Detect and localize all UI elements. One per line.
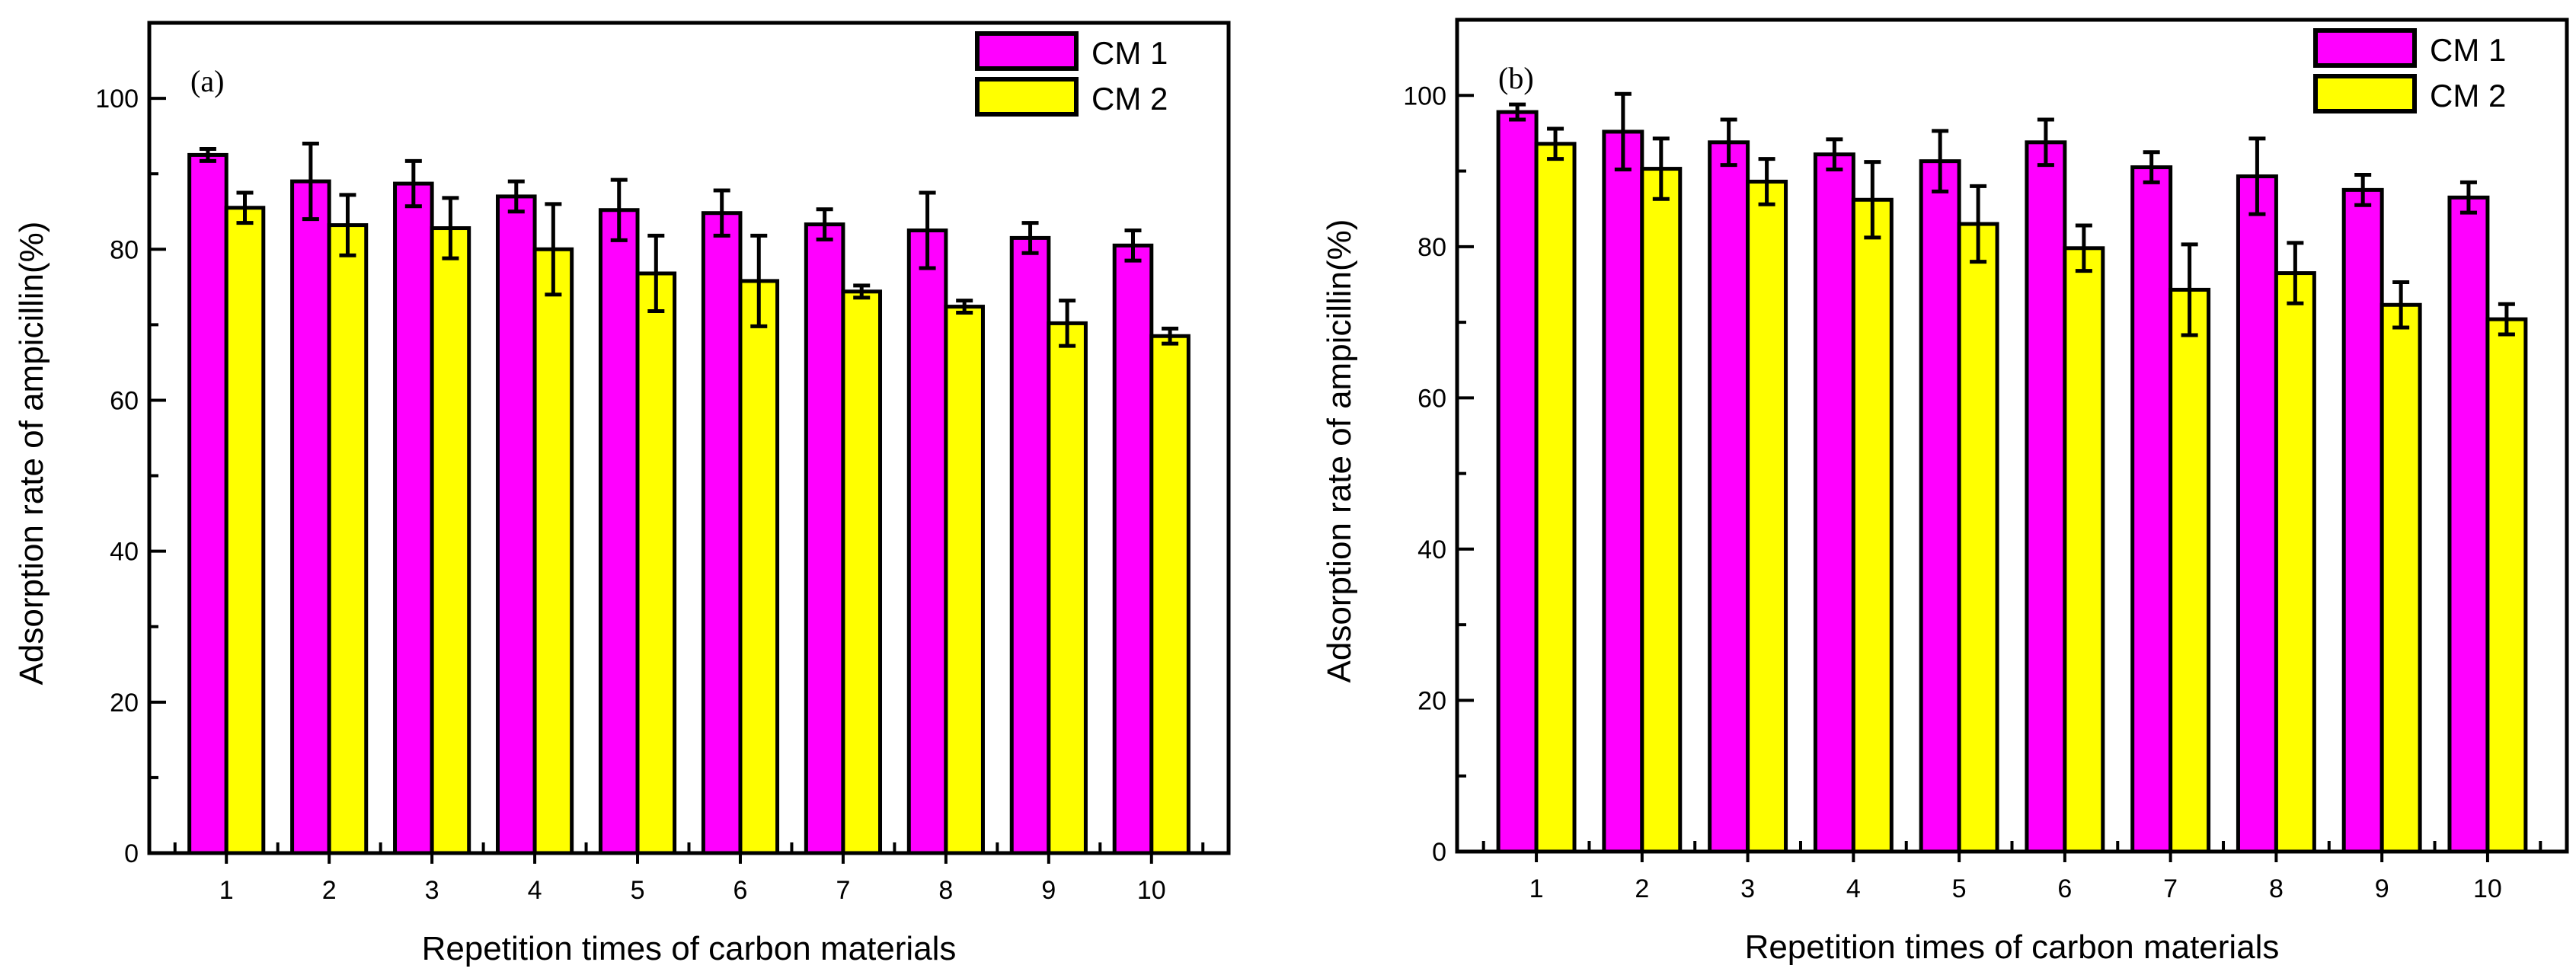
x-tick-label: 5 — [1952, 874, 1967, 903]
bar-cm2-2 — [1640, 167, 1683, 854]
bar-cm1-1 — [1496, 110, 1539, 854]
panel-label: (a) — [190, 64, 224, 98]
legend-label-2: CM 2 — [1091, 81, 1168, 117]
bar-cm1-3 — [393, 181, 434, 855]
bar-cm1-2 — [290, 179, 331, 855]
x-tick-label: 9 — [1041, 876, 1056, 905]
y-tick-label: 40 — [110, 538, 139, 567]
bar-cm2-1 — [1534, 142, 1577, 854]
x-tick-label: 2 — [322, 876, 337, 905]
bar-cm1-1 — [187, 152, 229, 855]
bar-cm2-6 — [738, 279, 780, 855]
x-tick-label: 10 — [1137, 876, 1166, 905]
panel-label: (b) — [1498, 61, 1534, 95]
bar-cm2-5 — [1957, 222, 1999, 854]
y-tick-label: 80 — [110, 235, 139, 264]
x-tick-label: 3 — [1740, 874, 1755, 903]
x-tick-label: 3 — [425, 876, 439, 905]
bar-cm1-9 — [2341, 187, 2384, 854]
x-tick-label: 5 — [631, 876, 645, 905]
x-tick-label: 1 — [219, 876, 234, 905]
bar-cm2-6 — [2063, 246, 2105, 854]
legend-label-1: CM 1 — [1091, 35, 1168, 71]
bar-cm1-7 — [2130, 165, 2173, 854]
x-tick-label: 8 — [938, 876, 953, 905]
legend-label-2: CM 2 — [2430, 78, 2506, 113]
y-tick-label: 100 — [95, 85, 139, 113]
bar-cm1-4 — [495, 194, 537, 855]
bar-cm1-2 — [1602, 129, 1644, 854]
y-tick-label: 40 — [1417, 535, 1446, 564]
bar-cm2-9 — [1047, 321, 1088, 855]
y-axis-label: Adsorption rate of ampicillin(%) — [1321, 219, 1358, 683]
bar-cm2-1 — [224, 206, 266, 855]
bar-cm2-3 — [430, 226, 471, 855]
bar-cm1-7 — [804, 222, 845, 855]
bar-cm1-8 — [2236, 174, 2278, 854]
bar-cm2-7 — [841, 289, 883, 855]
y-axis-label: Adsorption rate of ampicillin(%) — [13, 222, 50, 686]
bar-cm2-4 — [532, 247, 574, 855]
x-tick-label: 4 — [1846, 874, 1861, 903]
bar-cm2-10 — [2485, 317, 2528, 854]
y-tick-label: 20 — [1417, 686, 1446, 715]
x-tick-label: 8 — [2269, 874, 2284, 903]
x-tick-label: 2 — [1635, 874, 1649, 903]
bar-cm1-10 — [2447, 195, 2490, 854]
bar-cm1-5 — [1919, 159, 1961, 854]
bar-cm1-6 — [701, 211, 743, 855]
bar-cm2-7 — [2169, 287, 2211, 854]
x-tick-label: 7 — [2163, 874, 2178, 903]
y-tick-label: 80 — [1417, 233, 1446, 262]
x-tick-label: 4 — [528, 876, 542, 905]
legend-swatch-1 — [975, 31, 1079, 71]
bar-cm2-10 — [1149, 334, 1191, 855]
x-axis-label: Repetition times of carbon materials — [422, 930, 957, 967]
bar-cm1-4 — [1813, 152, 1855, 854]
legend-swatch-1 — [2313, 28, 2417, 68]
bar-cm2-4 — [1851, 197, 1894, 854]
bar-cm2-8 — [944, 305, 985, 855]
legend-swatch-2 — [2313, 74, 2417, 113]
y-tick-label: 60 — [1417, 384, 1446, 413]
x-tick-label: 10 — [2473, 874, 2502, 903]
bar-cm1-6 — [2025, 140, 2067, 854]
bar-cm2-8 — [2274, 271, 2316, 854]
bar-cm2-5 — [635, 271, 677, 855]
bar-cm2-9 — [2379, 302, 2422, 854]
y-tick-label: 0 — [1432, 838, 1446, 867]
bar-cm2-2 — [327, 223, 369, 855]
y-tick-label: 60 — [110, 386, 139, 415]
bar-cm1-3 — [1708, 140, 1750, 854]
x-tick-label: 6 — [2057, 874, 2072, 903]
x-tick-label: 1 — [1529, 874, 1544, 903]
chart-panel-b: 0 20 40 60 80 100 1 2 3 4 5 6 7 8 9 10 Repetition times … — [1321, 18, 2569, 966]
y-tick-label: 100 — [1403, 82, 1446, 110]
bar-cm1-5 — [598, 208, 640, 855]
bar-cm1-9 — [1009, 235, 1051, 855]
y-tick-label: 0 — [124, 839, 139, 868]
x-tick-label: 9 — [2375, 874, 2389, 903]
bar-cm1-8 — [906, 229, 948, 855]
y-tick-label: 20 — [110, 689, 139, 718]
bar-cm1-10 — [1112, 243, 1154, 855]
x-tick-label: 7 — [836, 876, 850, 905]
legend-label-1: CM 1 — [2430, 32, 2506, 68]
bar-cm2-3 — [1746, 179, 1788, 854]
x-axis-label: Repetition times of carbon materials — [1745, 928, 2280, 966]
x-tick-label: 6 — [733, 876, 748, 905]
chart-panel-a: 0 20 40 60 80 100 1 2 3 4 5 6 7 8 9 10 Repetition times … — [13, 21, 1231, 967]
legend-swatch-2 — [975, 77, 1079, 117]
